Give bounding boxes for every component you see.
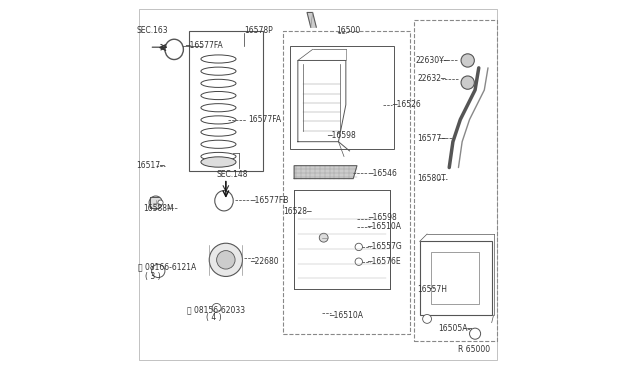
Circle shape [212, 304, 221, 312]
Text: ( 3 ): ( 3 ) [145, 272, 160, 281]
Text: ─16598: ─16598 [368, 213, 397, 222]
Circle shape [461, 54, 474, 67]
Text: 16505A─: 16505A─ [438, 324, 472, 333]
Text: R 65000: R 65000 [458, 345, 491, 354]
Text: ─16510A: ─16510A [329, 311, 364, 320]
Ellipse shape [201, 157, 236, 167]
Text: ─16576E: ─16576E [367, 257, 401, 266]
Text: 16588M: 16588M [143, 203, 174, 213]
Circle shape [149, 196, 163, 209]
Circle shape [319, 233, 328, 242]
Text: 16528─: 16528─ [283, 207, 312, 217]
Circle shape [355, 258, 362, 265]
Text: SEC.148: SEC.148 [216, 170, 248, 179]
Text: 22630Y─: 22630Y─ [416, 56, 449, 65]
Circle shape [461, 76, 474, 89]
Text: ─16557G: ─16557G [367, 243, 402, 251]
Text: Ⓢ 08156-62033: Ⓢ 08156-62033 [187, 305, 245, 314]
Circle shape [152, 264, 165, 278]
Text: 16557H: 16557H [417, 285, 447, 294]
Text: 16500: 16500 [337, 26, 361, 35]
Circle shape [422, 314, 431, 323]
Text: 16578P: 16578P [244, 26, 273, 35]
Circle shape [216, 251, 235, 269]
Text: SEC.163: SEC.163 [136, 26, 168, 35]
Text: ─16577FA: ─16577FA [185, 41, 223, 50]
Text: 16577─: 16577─ [417, 134, 445, 142]
Circle shape [355, 243, 362, 251]
Polygon shape [307, 13, 316, 27]
Circle shape [158, 200, 163, 205]
Text: ( 4 ): ( 4 ) [205, 312, 221, 321]
Polygon shape [294, 166, 357, 179]
Text: 16580T: 16580T [417, 174, 445, 183]
Text: ─16526: ─16526 [392, 100, 420, 109]
Text: ─16577FB: ─16577FB [250, 196, 288, 205]
Text: 16577FA: 16577FA [248, 115, 281, 124]
Text: ─16546: ─16546 [368, 169, 397, 177]
Text: ─22680: ─22680 [250, 257, 278, 266]
Text: 22632─: 22632─ [417, 74, 445, 83]
Circle shape [470, 328, 481, 339]
Text: 16517─: 16517─ [136, 161, 165, 170]
Circle shape [209, 243, 243, 276]
Text: ─16510A: ─16510A [367, 222, 401, 231]
Text: ─16598: ─16598 [328, 131, 356, 140]
Text: Ⓑ 08166-6121A: Ⓑ 08166-6121A [138, 263, 196, 272]
